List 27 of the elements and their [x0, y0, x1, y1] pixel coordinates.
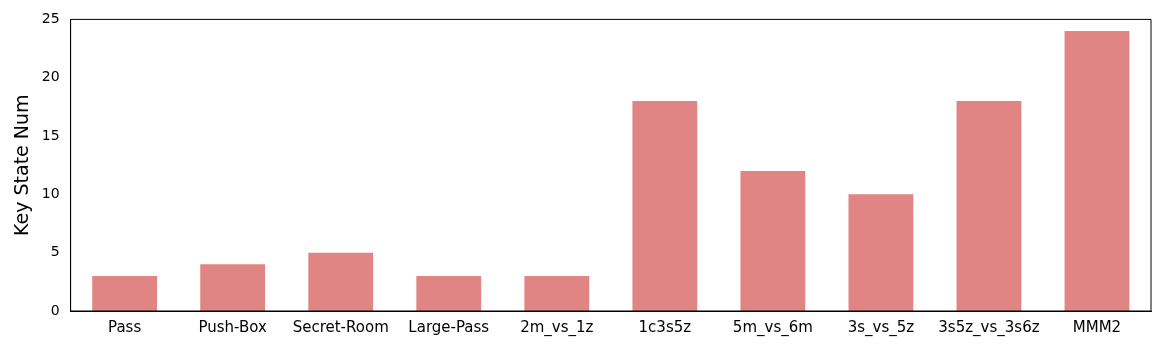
bar: [92, 276, 158, 311]
bar: [632, 101, 698, 311]
y-tick-label: 15: [41, 126, 60, 143]
bar: [1064, 31, 1130, 311]
y-tick-label: 0: [50, 301, 60, 318]
x-tick-label: Push-Box: [198, 317, 267, 336]
y-tick-label: 25: [41, 10, 60, 27]
x-tick-label: MMM2: [1072, 317, 1122, 336]
x-tick-label: Pass: [108, 317, 142, 336]
x-tick-label: Large-Pass: [408, 317, 490, 336]
bar: [956, 101, 1022, 311]
bar: [524, 276, 590, 311]
x-tick-label: 2m_vs_1z: [520, 317, 594, 337]
x-tick-label: Secret-Room: [292, 317, 389, 336]
bar: [308, 252, 374, 311]
bar: [740, 171, 806, 311]
y-tick-label: 10: [41, 185, 60, 201]
bar: [848, 194, 914, 311]
x-tick-label: 5m_vs_6m: [732, 317, 813, 337]
bar: [416, 276, 482, 311]
y-tick-label: 5: [50, 243, 60, 260]
x-tick-label: 3s_vs_5z: [847, 317, 915, 337]
x-tick-label: 3s5z_vs_3s6z: [938, 317, 1040, 337]
y-axis-title: Key State Num: [10, 94, 33, 236]
x-tick-label: 1c3s5z: [638, 317, 692, 336]
bar: [200, 264, 266, 311]
y-tick-label: 20: [41, 68, 60, 85]
